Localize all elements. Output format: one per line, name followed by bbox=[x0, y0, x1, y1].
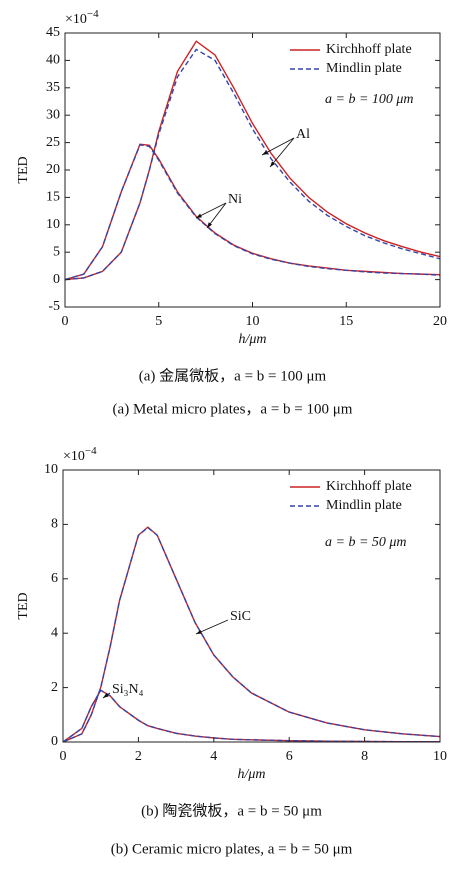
legend-label: Kirchhoff plate bbox=[326, 479, 412, 494]
y-tick-label: 8 bbox=[51, 517, 58, 532]
x-tick-label: 20 bbox=[433, 314, 447, 329]
curve bbox=[65, 40, 440, 281]
y-tick-label: 35 bbox=[46, 80, 60, 95]
x-tick-label: 5 bbox=[155, 314, 162, 329]
y-axis-label: TED bbox=[16, 592, 31, 619]
y-tick-label: 5 bbox=[53, 244, 60, 259]
legend-label: Kirchhoff plate bbox=[326, 42, 412, 57]
y-tick-label: 0 bbox=[51, 734, 58, 749]
y-tick-label: 10 bbox=[46, 217, 60, 232]
y-tick-label: 40 bbox=[46, 53, 60, 68]
arrow-head bbox=[103, 693, 109, 698]
y-axis-label: TED bbox=[16, 156, 31, 183]
curve-label: Al bbox=[296, 127, 310, 142]
y-multiplier: ×10−4 bbox=[63, 445, 97, 465]
plot-frame bbox=[62, 469, 441, 743]
curve-label: Ni bbox=[228, 192, 242, 207]
multiplier-base: ×10 bbox=[63, 449, 85, 464]
curve bbox=[63, 526, 440, 742]
arrow-head bbox=[262, 150, 268, 155]
arrow-head bbox=[196, 213, 202, 218]
legend-label: Mindlin plate bbox=[326, 498, 402, 513]
y-tick-label: -5 bbox=[48, 299, 60, 314]
x-tick-label: 6 bbox=[286, 749, 293, 764]
x-tick-label: 15 bbox=[339, 314, 353, 329]
x-tick-label: 0 bbox=[60, 749, 67, 764]
arrow bbox=[269, 137, 295, 168]
caption: (a) 金属微板，a = b = 100 μm bbox=[139, 366, 327, 384]
y-tick-label: 0 bbox=[53, 272, 60, 287]
curve bbox=[63, 689, 440, 742]
x-axis-label: h/μm bbox=[237, 767, 265, 782]
curve bbox=[63, 526, 440, 742]
multiplier-exp: −4 bbox=[87, 8, 99, 20]
x-tick-label: 2 bbox=[135, 749, 142, 764]
arrow bbox=[195, 619, 229, 635]
curve bbox=[65, 144, 440, 281]
annotation: a = b = 50 μm bbox=[325, 535, 407, 550]
x-tick-label: 4 bbox=[210, 749, 217, 764]
x-axis-label: h/μm bbox=[238, 332, 266, 347]
caption: (b) 陶瓷微板，a = b = 50 μm bbox=[141, 801, 322, 819]
x-tick-label: 0 bbox=[62, 314, 69, 329]
x-tick-label: 10 bbox=[433, 749, 447, 764]
chart: 0 2 4 6 8 10 0 2 4 6 8 10 ×10−4 h/μm TED Kirchhoff plat… bbox=[16, 445, 447, 858]
legend-label: Mindlin plate bbox=[326, 61, 402, 76]
arrow-head bbox=[207, 222, 213, 228]
y-multiplier: ×10−4 bbox=[65, 8, 99, 28]
y-tick-label: 4 bbox=[51, 625, 58, 640]
caption: (b) Ceramic micro plates, a = b = 50 μm bbox=[111, 841, 353, 857]
arrow-head bbox=[270, 161, 276, 167]
y-tick-label: 20 bbox=[46, 162, 60, 177]
x-tick-label: 10 bbox=[246, 314, 260, 329]
y-tick-label: 30 bbox=[46, 107, 60, 122]
curve-label: Si₃N₄ bbox=[112, 682, 144, 697]
x-tick-label: 8 bbox=[361, 749, 368, 764]
arrow-head bbox=[196, 629, 202, 634]
multiplier-exp: −4 bbox=[85, 445, 97, 457]
y-tick-label: 45 bbox=[46, 25, 60, 40]
y-tick-label: 25 bbox=[46, 135, 60, 150]
multiplier-base: ×10 bbox=[65, 12, 87, 27]
curve-label: SiC bbox=[230, 609, 251, 624]
y-tick-label: 6 bbox=[51, 571, 58, 586]
annotation: a = b = 100 μm bbox=[325, 92, 414, 107]
y-tick-label: 10 bbox=[44, 462, 58, 477]
y-tick-label: 2 bbox=[51, 680, 58, 695]
arrow bbox=[261, 137, 295, 156]
curve bbox=[65, 48, 440, 281]
curve bbox=[65, 143, 440, 281]
curve bbox=[63, 689, 440, 742]
caption: (a) Metal micro plates，a = b = 100 μm bbox=[113, 401, 353, 417]
y-tick-label: 15 bbox=[46, 190, 60, 205]
